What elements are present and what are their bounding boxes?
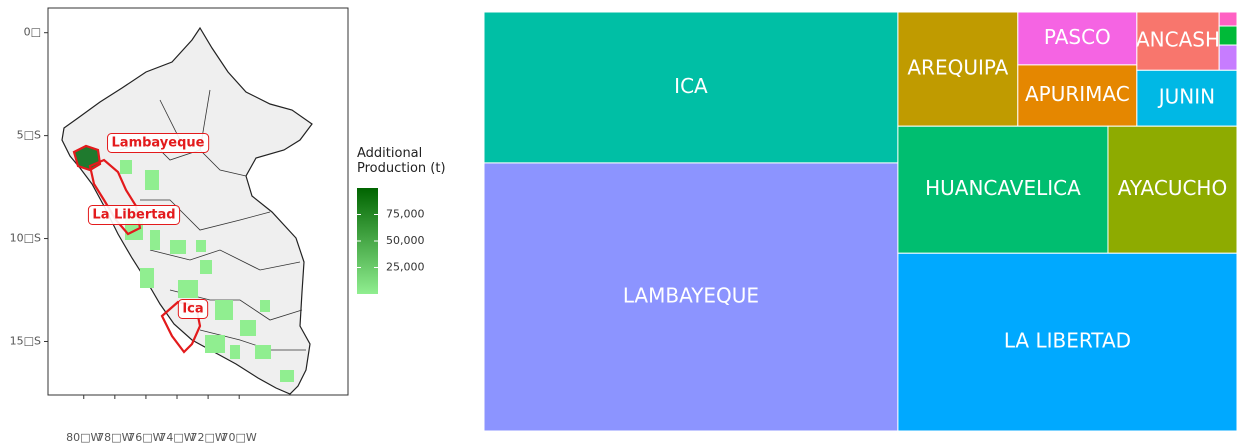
- region-label-box: [87, 205, 181, 225]
- treemap-tile: [484, 162, 899, 431]
- legend-tick-label: 25,000: [386, 261, 425, 274]
- treemap-tile: [1136, 12, 1220, 71]
- legend-colorbar: [357, 188, 378, 294]
- region-label-text: Lambayeque: [112, 136, 205, 151]
- treemap-label: JUNIN: [1157, 85, 1215, 109]
- treemap-label: ICA: [674, 74, 708, 98]
- x-tick-label: 76□W: [128, 431, 163, 444]
- treemap-label: LA LIBERTAD: [1004, 329, 1131, 353]
- treemap-label: ANCASH: [1136, 28, 1220, 52]
- region-label: La Libertad: [87, 205, 181, 225]
- region-label-box: [177, 299, 209, 319]
- treemap-label: APURIMAC: [1025, 82, 1130, 106]
- treemap-label: AYACUCHO: [1118, 176, 1227, 200]
- treemap-tile: [1218, 44, 1237, 71]
- treemap-tile: [1017, 64, 1138, 127]
- x-tick-label: 74□W: [159, 431, 194, 444]
- y-tick-label: 10□S: [10, 232, 41, 245]
- legend-tick-label: 75,000: [386, 208, 425, 221]
- treemap-tile: [897, 252, 1237, 431]
- treemap-tile: [1136, 69, 1237, 127]
- x-tick-label: 72□W: [190, 431, 225, 444]
- treemap-tile: [897, 12, 1019, 127]
- x-tick-label: 80□W: [66, 431, 101, 444]
- region-label-text: La Libertad: [92, 208, 175, 223]
- treemap-tile: [1218, 12, 1237, 27]
- y-tick-label: 5□S: [17, 129, 41, 142]
- treemap-tile: [1218, 25, 1237, 46]
- treemap: ICA LAMBAYEQUE AREQUIPA PASCO APURIMAC ANCASH…: [484, 12, 1237, 431]
- treemap-tile: [897, 125, 1109, 254]
- y-tick-label: 15□S: [10, 334, 41, 347]
- treemap-label: HUANCAVELICA: [925, 176, 1081, 200]
- x-tick-label: 70□W: [222, 431, 257, 444]
- legend-tick-label: 50,000: [386, 234, 425, 247]
- treemap-label: PASCO: [1044, 25, 1111, 49]
- legend-title: Additional Production (t): [357, 146, 446, 176]
- treemap-tile: [1107, 125, 1237, 254]
- region-label-box: [107, 133, 210, 153]
- y-tick-label: 0□: [24, 26, 41, 39]
- region-label-text: Ica: [182, 302, 203, 317]
- region-label: Lambayeque: [107, 133, 210, 153]
- treemap-label: LAMBAYEQUE: [623, 283, 759, 307]
- x-tick-label: 78□W: [97, 431, 132, 444]
- treemap-label: AREQUIPA: [907, 56, 1008, 80]
- treemap-tile: [484, 12, 899, 164]
- region-label: Ica: [177, 299, 209, 319]
